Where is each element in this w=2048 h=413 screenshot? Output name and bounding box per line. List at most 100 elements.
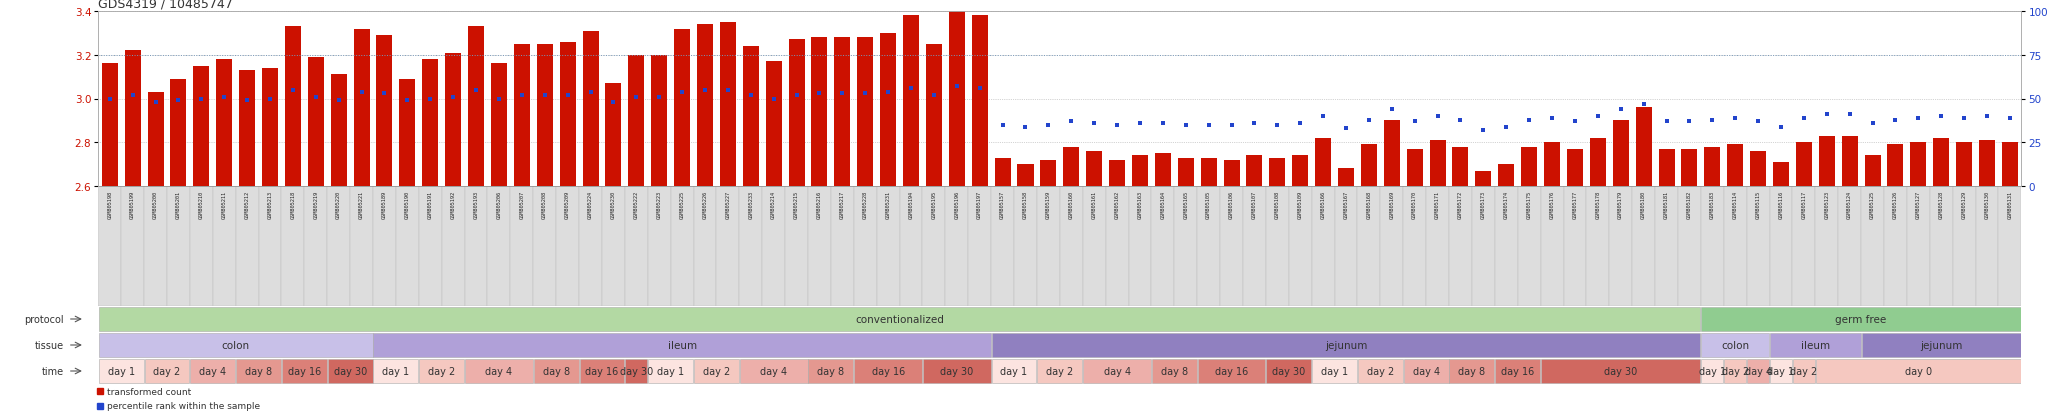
Bar: [98, 333, 373, 357]
Text: GSM805166: GSM805166: [1321, 190, 1325, 218]
Text: colon: colon: [1720, 340, 1749, 350]
Bar: [995, 158, 1010, 187]
Text: GSM805183: GSM805183: [1710, 190, 1714, 218]
Bar: [1929, 187, 1952, 306]
Bar: [1907, 187, 1929, 306]
Bar: [1085, 152, 1102, 187]
Text: day 1: day 1: [1767, 366, 1794, 376]
Text: day 16: day 16: [586, 366, 618, 376]
Bar: [1243, 187, 1266, 306]
Bar: [1450, 187, 1473, 306]
Text: GSM805201: GSM805201: [176, 190, 180, 218]
Bar: [514, 45, 530, 187]
Text: GSM805215: GSM805215: [795, 190, 799, 218]
Bar: [236, 187, 258, 306]
Bar: [395, 187, 418, 306]
Bar: [991, 359, 1036, 383]
Text: GSM805168: GSM805168: [1366, 190, 1372, 218]
Text: GSM805116: GSM805116: [1778, 190, 1784, 218]
Text: GSM805217: GSM805217: [840, 190, 846, 218]
Bar: [350, 187, 373, 306]
Text: day 4: day 4: [1745, 366, 1772, 376]
Text: GSM805181: GSM805181: [1665, 190, 1669, 218]
Text: GSM805208: GSM805208: [543, 190, 547, 218]
Bar: [281, 187, 305, 306]
Text: GSM805158: GSM805158: [1024, 190, 1028, 218]
Bar: [465, 187, 487, 306]
Text: GSM805114: GSM805114: [1733, 190, 1737, 218]
Bar: [1380, 187, 1403, 306]
Text: GSM805214: GSM805214: [772, 190, 776, 218]
Text: GSM805194: GSM805194: [909, 190, 913, 218]
Text: GSM805129: GSM805129: [1962, 190, 1966, 218]
Bar: [1133, 156, 1149, 187]
Text: day 16: day 16: [287, 366, 322, 376]
Text: GSM805199: GSM805199: [131, 190, 135, 218]
Bar: [377, 36, 393, 187]
Bar: [1358, 359, 1403, 383]
Text: day 1: day 1: [657, 366, 684, 376]
Bar: [809, 187, 831, 306]
Bar: [1495, 187, 1518, 306]
Text: GSM805160: GSM805160: [1069, 190, 1073, 218]
Bar: [1083, 187, 1106, 306]
Bar: [1335, 187, 1358, 306]
Text: GSM805165: GSM805165: [1184, 190, 1188, 218]
Bar: [1499, 165, 1513, 187]
Bar: [924, 359, 991, 383]
Bar: [647, 187, 670, 306]
Text: GSM805200: GSM805200: [154, 190, 158, 218]
Bar: [1475, 171, 1491, 187]
Bar: [1403, 187, 1425, 306]
Bar: [1151, 359, 1196, 383]
Bar: [1178, 158, 1194, 187]
Text: day 8: day 8: [1458, 366, 1485, 376]
Bar: [328, 187, 350, 306]
Text: day 1: day 1: [1001, 366, 1028, 376]
Bar: [1221, 187, 1243, 306]
Bar: [1360, 145, 1376, 187]
Bar: [373, 359, 418, 383]
Bar: [1769, 333, 1862, 357]
Text: day 4: day 4: [1413, 366, 1440, 376]
Text: GSM805126: GSM805126: [1892, 190, 1898, 218]
Bar: [190, 359, 236, 383]
Text: GSM805124: GSM805124: [1847, 190, 1851, 218]
Bar: [170, 80, 186, 187]
Bar: [1518, 187, 1540, 306]
Text: GSM805220: GSM805220: [336, 190, 342, 218]
Bar: [442, 187, 465, 306]
Text: GSM805209: GSM805209: [565, 190, 569, 218]
Text: GSM805117: GSM805117: [1802, 190, 1806, 218]
Text: GSM805176: GSM805176: [1550, 190, 1554, 218]
Text: day 30: day 30: [334, 366, 367, 376]
Bar: [1292, 156, 1309, 187]
Bar: [834, 38, 850, 187]
Bar: [674, 29, 690, 187]
Bar: [811, 38, 827, 187]
Text: GSM805164: GSM805164: [1161, 190, 1165, 218]
Text: GSM805106: GSM805106: [1229, 190, 1235, 218]
Bar: [283, 359, 328, 383]
Bar: [98, 359, 143, 383]
Text: GSM805180: GSM805180: [1640, 190, 1647, 218]
Bar: [1110, 160, 1124, 187]
Text: GDS4319 / 10485747: GDS4319 / 10485747: [98, 0, 233, 10]
Bar: [1407, 150, 1423, 187]
Text: GSM805231: GSM805231: [885, 190, 891, 218]
Bar: [1587, 187, 1610, 306]
Text: day 4: day 4: [485, 366, 512, 376]
Text: GSM805128: GSM805128: [1939, 190, 1944, 218]
Bar: [1956, 143, 1972, 187]
Bar: [743, 47, 760, 187]
Text: GSM805170: GSM805170: [1413, 190, 1417, 218]
Bar: [1724, 187, 1747, 306]
Bar: [418, 187, 442, 306]
Bar: [903, 17, 920, 187]
Bar: [1384, 121, 1401, 187]
Text: day 0: day 0: [1905, 366, 1931, 376]
Bar: [1815, 187, 1839, 306]
Text: GSM805222: GSM805222: [633, 190, 639, 218]
Text: protocol: protocol: [25, 314, 63, 324]
Text: GSM805191: GSM805191: [428, 190, 432, 218]
